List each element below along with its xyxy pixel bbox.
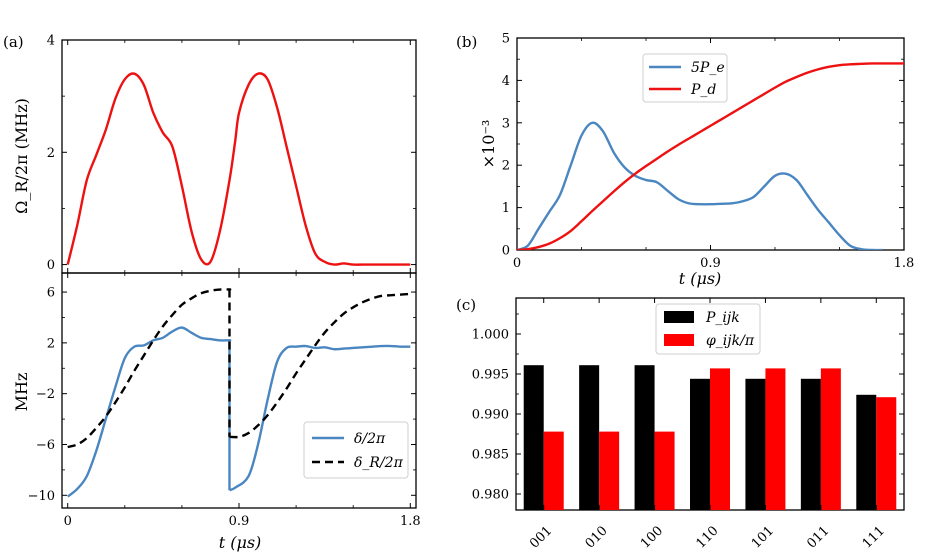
- panel-c-bar: [820, 368, 841, 510]
- panel-b-ytick-label: 4: [502, 74, 510, 89]
- panel-c-bar: [876, 397, 897, 510]
- panel-a-bottom-ylabel: MHz: [12, 373, 31, 412]
- panel-c-bar: [543, 431, 564, 510]
- panel-b-xtick-label: 1.8: [894, 256, 915, 271]
- panel-a-bottom-series-line: [66, 326, 411, 498]
- panel-c-ytick-label: 0.985: [472, 448, 509, 463]
- panel-c-label: (c): [456, 296, 476, 314]
- panel-b-series-line: [517, 62, 904, 250]
- panel-b-ytick-label: 3: [502, 116, 510, 131]
- panel-a-top-ytick-label: 2: [47, 146, 55, 161]
- panel-c-bar: [523, 365, 544, 510]
- panel-c-bar: [765, 368, 786, 510]
- panel-a-bottom-ytick-label: 6: [47, 286, 55, 301]
- panel-c-bar: [690, 378, 710, 510]
- panel-c-xtick-label: 010: [583, 523, 611, 551]
- panel-c-xtick-label: 011: [804, 523, 832, 551]
- panel-a-bottom-ytick-label: −6: [36, 438, 55, 453]
- panel-c-legend-swatch: [664, 334, 694, 346]
- panel-a-bottom-ytick-label: −10: [28, 489, 55, 504]
- panel-b-legend-label: 5P_e: [691, 60, 725, 76]
- panel-c-ytick-label: 0.995: [472, 368, 509, 383]
- panel-a-bottom-xtick-label: 0.9: [229, 514, 250, 529]
- panel-a-top-frame: [61, 39, 417, 274]
- panel-b-xtick-label: 0.9: [700, 256, 721, 271]
- panel-b-label: (b): [456, 33, 477, 51]
- panel-c-xtick-label: 110: [693, 523, 721, 551]
- panel-c-xtick-label: 101: [749, 523, 777, 551]
- panel-c-legend-label: P_ijk: [705, 310, 740, 326]
- panel-c-bar: [745, 378, 766, 510]
- panel-a-legend-label: δ_R/2π: [354, 455, 404, 471]
- panel-a-bottom-xlabel: t (μs): [219, 533, 262, 552]
- panel-b-xlabel: t (μs): [679, 269, 722, 288]
- panel-b-series-line: [517, 121, 883, 250]
- panel-a-bottom-xtick-label: 1.8: [400, 514, 421, 529]
- panel-c-bar: [579, 365, 600, 510]
- panel-c-xtick-label: 111: [860, 523, 888, 551]
- panel-a-bottom-xtick-label: 0: [64, 514, 72, 529]
- panel-c-ytick-label: 1.000: [472, 328, 509, 343]
- panel-c-ytick-label: 0.980: [472, 488, 509, 503]
- panel-c-legend-label: φ_ijk/π: [706, 333, 755, 349]
- panel-c-bar: [800, 378, 821, 510]
- panel-a-legend-box: [303, 421, 409, 479]
- panel-b-xtick-label: 0: [513, 256, 521, 271]
- panel-a-top-series-line: [66, 72, 411, 266]
- panel-a-legend-label: δ/2π: [354, 431, 386, 447]
- panel-a-label: (a): [3, 33, 24, 51]
- panel-c-ytick-label: 0.990: [472, 408, 509, 423]
- panel-c-xtick-label: 001: [527, 523, 555, 551]
- panel-c-bar: [856, 394, 877, 510]
- panel-b-ylabel: ×10⁻³: [479, 120, 498, 169]
- panel-a-bottom-ytick-label: 2: [47, 336, 55, 351]
- panel-c-bar: [634, 365, 655, 510]
- panel-b-ytick-label: 1: [502, 201, 510, 216]
- panel-b-legend-label: P_d: [690, 82, 716, 98]
- panel-a-top-ylabel: Ω_R/2π (MHz): [12, 98, 31, 214]
- panel-a-top-ytick-label: 0: [47, 258, 55, 273]
- panel-b-ytick-label: 0: [502, 244, 510, 259]
- panel-c-xtick-label: 100: [638, 523, 666, 551]
- panel-c-legend-swatch: [664, 311, 694, 323]
- panel-a-bottom-series-line: [67, 288, 411, 449]
- panel-c-bar: [654, 431, 675, 510]
- panel-a-bottom-ytick-label: −2: [36, 387, 55, 402]
- panel-b-ytick-label: 2: [502, 159, 510, 174]
- panel-c-bar: [599, 431, 620, 510]
- panel-a-top-ytick-label: 4: [47, 34, 55, 49]
- panel-c-bar: [710, 368, 730, 510]
- panel-b-ytick-label: 5: [502, 32, 510, 47]
